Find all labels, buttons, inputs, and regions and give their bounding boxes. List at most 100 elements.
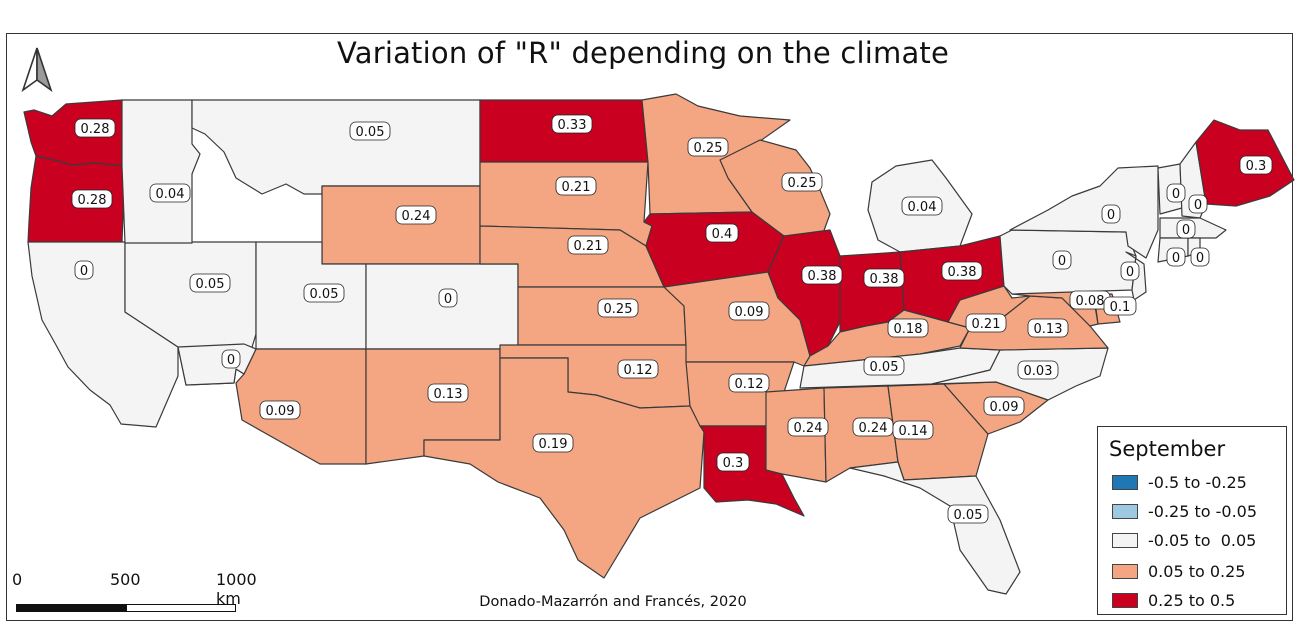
state-value-label-box: [221, 349, 241, 369]
state-value-label-me: 0.3: [1246, 159, 1267, 174]
state-value-label-box: [395, 205, 437, 225]
scale-tick-label: 0: [12, 570, 23, 589]
state-value-label-box: [1103, 296, 1137, 316]
state-value-label-box: [1176, 219, 1196, 239]
state-value-label-box: [617, 359, 659, 379]
state-value-label-tn: 0.05: [870, 360, 899, 375]
state-value-label-box: [1120, 261, 1140, 281]
state-value-label-ok: 0.12: [624, 363, 653, 378]
state-id: [121, 99, 201, 244]
state-value-label-box: [728, 373, 770, 393]
state-value-label-ri: 0: [1196, 251, 1204, 266]
state-value-label-nv: 0.05: [196, 277, 225, 292]
map-title: Variation of "R" depending on the climat…: [336, 36, 950, 70]
state-az: [235, 348, 367, 465]
state-value-label-ct: 0: [1172, 251, 1180, 266]
state-value-label-box: [1166, 247, 1186, 267]
scale-tick-label: 500: [110, 570, 141, 589]
state-value-label-box: [901, 196, 943, 216]
legend-item: -0.5 to -0.25: [1112, 472, 1247, 492]
state-value-label-ut: 0.05: [310, 287, 339, 302]
state-value-label-ga: 0.14: [899, 424, 928, 439]
state-value-label-box: [532, 433, 574, 453]
state-value-label-id: 0.04: [156, 187, 185, 202]
state-value-label-box: [597, 298, 639, 318]
state-value-label-pa: 0: [1058, 254, 1066, 269]
state-value-label-box: [438, 288, 458, 308]
state-value-label-box: [801, 265, 843, 285]
legend-label: -0.05 to 0.05: [1148, 530, 1257, 550]
state-value-label-mt: 0.05: [356, 125, 385, 140]
legend-label: 0.25 to 0.5: [1148, 590, 1236, 610]
state-value-label-box: [555, 176, 597, 196]
legend-label: -0.5 to -0.25: [1148, 472, 1247, 492]
state-value-label-ia: 0.4: [712, 227, 733, 242]
state-value-label-box: [1017, 360, 1059, 380]
state-value-label-wa: 0.28: [81, 122, 110, 137]
state-value-label-box: [349, 121, 391, 141]
state-value-label-ks: 0.25: [604, 302, 633, 317]
state-value-label-la: 0.3: [723, 456, 744, 471]
state-value-label-md: 0.08: [1076, 294, 1105, 309]
scale-tick-label: 1000 km: [216, 570, 257, 608]
legend-title: September: [1109, 437, 1226, 461]
state-value-label-mi: 0.04: [908, 200, 937, 215]
state-value-label-vt: 0: [1172, 187, 1180, 202]
state-value-label-box: [1027, 318, 1069, 338]
state-value-label-box: [947, 504, 989, 524]
legend-item: -0.05 to 0.05: [1112, 530, 1257, 550]
state-value-label-box: [74, 260, 94, 280]
state-value-label-box: [705, 223, 739, 243]
state-value-label-or: 0.28: [78, 193, 107, 208]
scale-bar-black-segment: [17, 605, 127, 611]
state-value-label-box: [427, 383, 469, 403]
state-value-label-box: [965, 313, 1007, 333]
state-fl: [849, 461, 1021, 595]
state-value-label-mo: 0.09: [735, 305, 764, 320]
state-value-label-box: [1188, 194, 1208, 214]
state-value-label-ar: 0.12: [735, 377, 764, 392]
state-value-label-box: [787, 417, 829, 437]
state-value-label-box: [781, 172, 823, 192]
state-value-label-ny: 0: [1107, 208, 1115, 223]
state-value-label-wv: 0.21: [972, 317, 1001, 332]
state-value-label-box: [189, 273, 231, 293]
state-value-label-ky: 0.18: [894, 322, 923, 337]
state-value-label-box: [1190, 247, 1210, 267]
state-value-label-box: [716, 452, 750, 472]
state-mt: [191, 99, 481, 195]
state-value-label-in: 0.38: [870, 272, 899, 287]
state-value-label-al: 0.24: [859, 421, 888, 436]
state-value-label-box: [941, 261, 983, 281]
state-value-label-nj: 0: [1126, 265, 1134, 280]
state-value-label-ms: 0.24: [794, 421, 823, 436]
state-value-label-box: [983, 396, 1025, 416]
scale-bar-graphic: [16, 604, 236, 612]
state-value-label-box: [728, 301, 770, 321]
state-value-label-nd: 0.33: [558, 118, 587, 133]
legend-item: 0.25 to 0.5: [1112, 590, 1236, 610]
map-credit: Donado-Mazarrón and Francés, 2020: [479, 594, 747, 610]
state-value-label-box: [892, 420, 934, 440]
state-value-label-va: 0.13: [1034, 322, 1063, 337]
legend-swatch: [1112, 532, 1138, 548]
state-value-label-box: [863, 268, 905, 288]
state-value-label-box: [1052, 250, 1072, 270]
legend-item: -0.25 to -0.05: [1112, 501, 1258, 521]
legend: September -0.5 to -0.25 -0.25 to -0.05 -…: [1097, 426, 1287, 615]
legend-swatch: [1112, 474, 1138, 490]
state-value-label-box: [149, 183, 191, 203]
state-value-label-wi: 0.25: [788, 176, 817, 191]
state-value-label-box: [551, 114, 593, 134]
state-value-label-box: [74, 118, 116, 138]
state-value-label-tx: 0.19: [539, 437, 568, 452]
state-value-label-ca: 0: [80, 264, 88, 279]
north-arrow-icon: [21, 47, 53, 93]
state-value-label-az: 0.09: [266, 404, 295, 419]
legend-label: 0.05 to 0.25: [1148, 561, 1246, 581]
legend-label: -0.25 to -0.05: [1148, 501, 1258, 521]
state-value-label-mn: 0.25: [694, 141, 723, 156]
state-value-label-box: [887, 318, 929, 338]
state-value-label-sc: 0.09: [990, 400, 1019, 415]
